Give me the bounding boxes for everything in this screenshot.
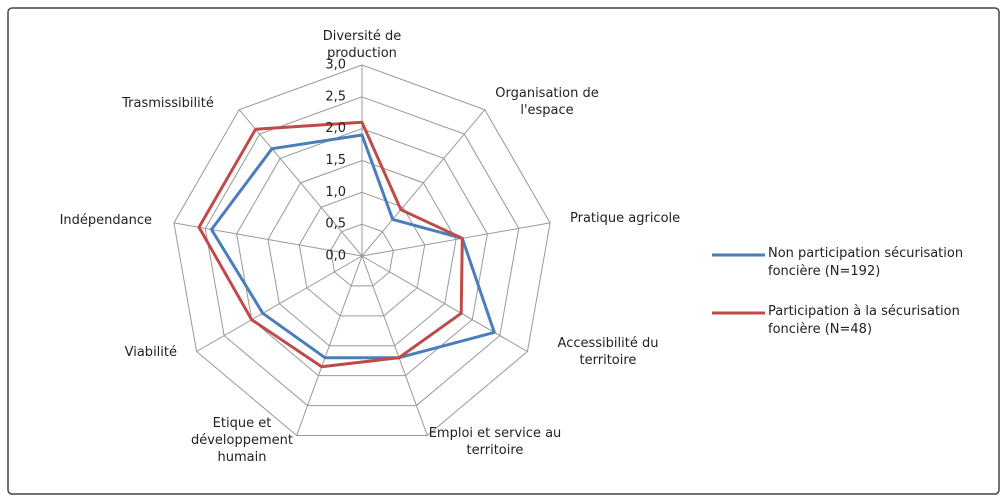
y-tick-label: 1,5 (325, 153, 346, 168)
y-tick-label: 2,0 (325, 121, 346, 136)
spoke (238, 109, 363, 257)
spoke (361, 255, 528, 352)
series-line (210, 133, 496, 360)
y-tick-label: 1,0 (325, 185, 346, 200)
category-label: Pratique agricole (570, 210, 681, 226)
category-label: Organisation de l'espace (495, 86, 599, 118)
grid-line (267, 159, 457, 347)
category-label: Etique et développement humain (190, 415, 293, 465)
spoke (361, 255, 428, 436)
grid-line (330, 223, 394, 287)
series-line (197, 120, 464, 369)
category-label: Viabilité (124, 344, 177, 360)
spoke (296, 255, 363, 436)
spoke (361, 222, 551, 257)
y-tick-label: 0,0 (325, 249, 346, 264)
category-label: Diversité de production (322, 29, 402, 61)
spoke (361, 109, 486, 257)
category-label: Trasmissibilité (122, 95, 214, 111)
y-tick-label: 0,5 (325, 217, 346, 232)
grid-line (173, 64, 551, 436)
grid-line (204, 96, 520, 407)
grid-line (236, 128, 488, 377)
legend-label: Non participation sécurisation foncière … (768, 246, 964, 279)
category-label: Accessibilité du territoire (557, 336, 659, 368)
y-tick-label: 2,5 (325, 89, 346, 104)
category-label: Indépendance (59, 212, 152, 228)
spoke (196, 255, 363, 352)
legend-label: Participation à la sécurisation foncière… (768, 304, 960, 337)
y-tick-label: 3,0 (325, 58, 346, 73)
category-label: Emploi et service au territoire (428, 426, 562, 458)
spoke (173, 222, 363, 257)
